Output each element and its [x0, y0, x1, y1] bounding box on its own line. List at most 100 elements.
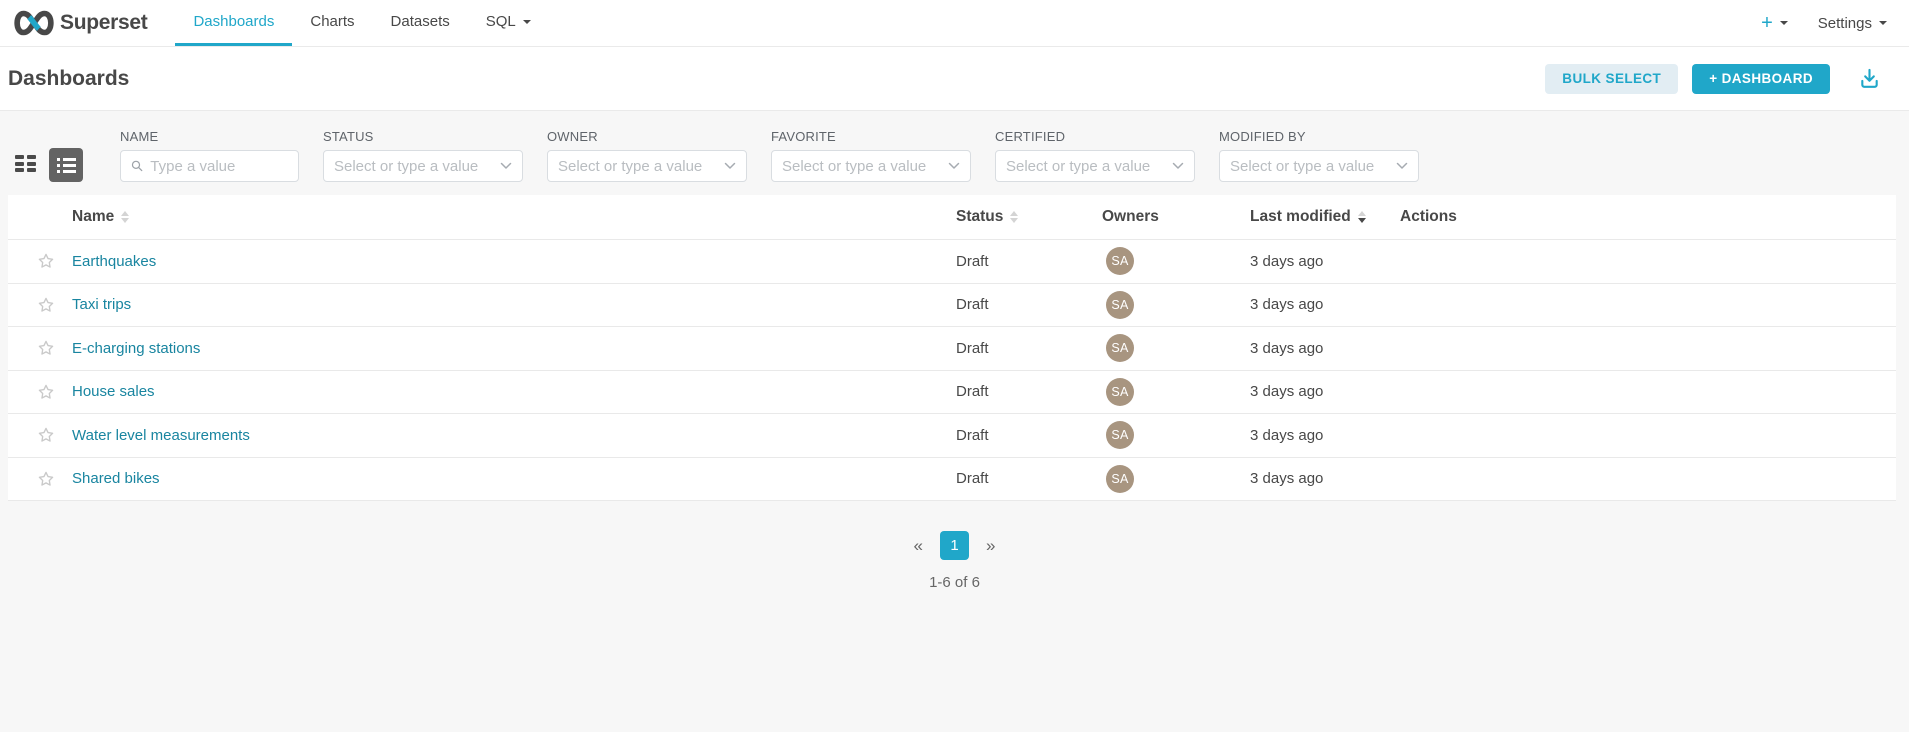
filters: NAME STATUS Select or type a value — [120, 129, 1419, 182]
new-dashboard-button[interactable]: + DASHBOARD — [1692, 63, 1830, 94]
infinity-logo-icon — [14, 10, 54, 36]
filter-name: NAME — [120, 129, 299, 182]
last-modified-cell: 3 days ago — [1250, 252, 1324, 270]
column-last-modified[interactable]: Last modified — [1250, 208, 1400, 226]
filter-label: OWNER — [547, 129, 598, 144]
nav-item[interactable]: Datasets — [373, 0, 468, 46]
owners-cell: SA — [1102, 290, 1250, 319]
chevron-down-icon — [1879, 21, 1887, 25]
favorite-cell — [8, 470, 72, 488]
filter-label: MODIFIED BY — [1219, 129, 1306, 144]
chevron-down-icon — [500, 162, 512, 169]
nav-item[interactable]: Dashboards — [175, 0, 293, 46]
table-header: Name Status Owners Last modified Actions — [8, 195, 1896, 240]
favorite-cell — [8, 339, 72, 357]
chevron-down-icon — [1396, 162, 1408, 169]
filter-group: STATUS Select or type a value — [323, 129, 523, 182]
pagination-summary: 1-6 of 6 — [929, 574, 980, 591]
card-view-icon[interactable] — [15, 155, 37, 175]
owner-avatar[interactable]: SA — [1106, 464, 1134, 493]
sort-icon — [121, 211, 130, 223]
name-filter-input[interactable] — [150, 157, 288, 175]
owner-avatar[interactable]: SA — [1106, 377, 1134, 406]
sort-icon — [1010, 211, 1019, 223]
filter-select[interactable]: Select or type a value — [1219, 150, 1419, 182]
nav-item[interactable]: SQL — [468, 0, 549, 46]
dashboard-link[interactable]: Taxi trips — [72, 296, 132, 314]
owner-avatar[interactable]: SA — [1106, 334, 1134, 363]
favorite-star-icon[interactable] — [37, 470, 55, 488]
dashboard-name-cell: Water level measurements — [72, 427, 956, 444]
table-row: Earthquakes Draft SA 3 days ago — [8, 240, 1896, 284]
last-modified-cell: 3 days ago — [1250, 470, 1324, 488]
column-status[interactable]: Status — [956, 208, 1102, 226]
view-toggles — [15, 148, 83, 182]
status-cell: Draft — [956, 383, 989, 401]
status-cell: Draft — [956, 339, 989, 357]
owner-avatar[interactable]: SA — [1106, 421, 1134, 450]
list-view-icon[interactable] — [49, 148, 83, 182]
brand-name: Superset — [60, 11, 148, 34]
download-icon — [1861, 68, 1878, 88]
column-actions: Actions — [1400, 208, 1896, 226]
nav-item-label: Charts — [310, 13, 355, 30]
status-cell: Draft — [956, 426, 989, 444]
nav-item-label: SQL — [485, 13, 516, 30]
owners-cell: SA — [1102, 377, 1250, 406]
select-placeholder: Select or type a value — [334, 157, 479, 175]
column-owners: Owners — [1102, 208, 1250, 226]
select-filters: STATUS Select or type a value OWNER Sele… — [323, 129, 1419, 182]
search-icon — [131, 160, 143, 172]
owner-avatar[interactable]: SA — [1106, 247, 1134, 276]
filter-select[interactable]: Select or type a value — [323, 150, 523, 182]
dashboards-table: Name Status Owners Last modified Actions — [8, 195, 1896, 501]
name-filter-box[interactable] — [120, 150, 299, 182]
dashboard-link[interactable]: E-charging stations — [72, 339, 201, 357]
filter-select[interactable]: Select or type a value — [771, 150, 971, 182]
last-modified-cell: 3 days ago — [1250, 296, 1324, 314]
dashboard-link[interactable]: Earthquakes — [72, 252, 157, 270]
favorite-star-icon[interactable] — [37, 383, 55, 401]
page-1-button[interactable]: 1 — [940, 531, 969, 560]
new-item-menu[interactable]: + — [1761, 13, 1788, 33]
dashboard-link[interactable]: Shared bikes — [72, 470, 160, 488]
superset-logo[interactable] — [0, 0, 60, 46]
favorite-star-icon[interactable] — [37, 252, 55, 270]
column-name[interactable]: Name — [72, 208, 956, 226]
owner-avatar[interactable]: SA — [1106, 290, 1134, 319]
page-title: Dashboards — [8, 66, 130, 90]
filter-select[interactable]: Select or type a value — [547, 150, 747, 182]
bulk-select-button[interactable]: BULK SELECT — [1545, 63, 1679, 94]
last-modified-cell: 3 days ago — [1250, 339, 1324, 357]
dashboard-name-cell: E-charging stations — [72, 340, 956, 357]
favorite-star-icon[interactable] — [37, 339, 55, 357]
table-body: Earthquakes Draft SA 3 days ago Taxi tri… — [8, 240, 1896, 501]
nav-left: Superset Dashboards Charts Datasets — [0, 0, 549, 46]
prev-page-button[interactable]: « — [913, 535, 923, 555]
dashboard-link[interactable]: Water level measurements — [72, 426, 250, 444]
favorite-star-icon[interactable] — [37, 296, 55, 314]
dashboard-link[interactable]: House sales — [72, 383, 155, 401]
select-placeholder: Select or type a value — [1230, 157, 1375, 175]
select-placeholder: Select or type a value — [1006, 157, 1151, 175]
list-glyph — [56, 157, 76, 173]
table-row: Water level measurements Draft SA 3 days… — [8, 414, 1896, 458]
plus-icon: + — [1761, 12, 1773, 34]
import-dashboard-button[interactable] — [1858, 66, 1881, 91]
filter-select[interactable]: Select or type a value — [995, 150, 1195, 182]
favorite-star-icon[interactable] — [37, 426, 55, 444]
table-row: Taxi trips Draft SA 3 days ago — [8, 284, 1896, 327]
filter-group: CERTIFIED Select or type a value — [995, 129, 1195, 182]
pagination: « 1 » — [0, 531, 1909, 560]
column-actions-label: Actions — [1400, 208, 1457, 225]
settings-menu[interactable]: Settings — [1818, 15, 1887, 32]
next-page-button[interactable]: » — [986, 535, 996, 555]
dashboard-name-cell: House sales — [72, 383, 956, 400]
table-row: House sales Draft SA 3 days ago — [8, 371, 1896, 414]
nav-item[interactable]: Charts — [292, 0, 372, 46]
select-placeholder: Select or type a value — [782, 157, 927, 175]
dashboard-name-cell: Taxi trips — [72, 296, 956, 313]
nav-item-label: Datasets — [390, 13, 450, 30]
favorite-cell — [8, 296, 72, 314]
dashboard-name-cell: Earthquakes — [72, 253, 956, 270]
